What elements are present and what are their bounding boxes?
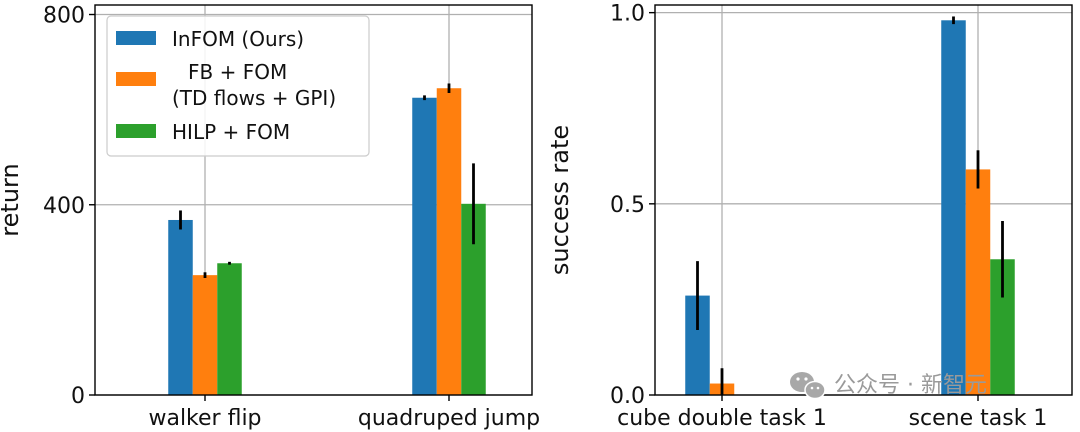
bar-1-0-1	[941, 20, 966, 395]
axes-frame	[654, 4, 1073, 396]
legend-swatch	[116, 31, 156, 45]
legend-label: HILP + FOM	[172, 120, 290, 144]
y-tick-label: 0.0	[610, 384, 645, 409]
legend-label: InFOM (Ours)	[172, 27, 304, 51]
watermark-text: 公众号 · 新智元	[834, 373, 987, 398]
bar-1-1-1	[965, 169, 991, 395]
axes-frame	[94, 4, 533, 396]
watermark: 公众号 · 新智元	[790, 372, 987, 400]
bar-0-0-0	[168, 219, 193, 395]
legend-label: (TD flows + GPI)	[172, 86, 336, 110]
right-chart-panel: 0.0 0.5 1.0 cube double task 1 scene task 1 s…	[546, 2, 1073, 431]
y-tick-label: 1.0	[610, 2, 645, 27]
legend-box	[106, 15, 370, 157]
bar-0-1-0	[192, 275, 218, 395]
x-tick-label: cube double task 1	[617, 406, 827, 431]
legend: InFOM (Ours) FB + FOM(TD flows + GPI) HILP…	[106, 15, 370, 157]
y-tick-label: 0	[71, 384, 85, 409]
y-axis-label: success rate	[546, 125, 574, 275]
x-tick-label: scene task 1	[909, 406, 1048, 431]
legend-label: FB + FOM	[188, 60, 287, 84]
bar-0-2-0	[217, 263, 242, 395]
wechat-icon	[790, 372, 826, 400]
bar-0-0-1	[412, 97, 437, 396]
legend-swatch	[116, 72, 156, 86]
x-tick-label: quadruped jump	[358, 406, 540, 431]
legend-swatch	[116, 124, 156, 138]
bar-0-1-1	[436, 88, 462, 396]
left-chart-panel: 0 400 800 walker flip quadruped jump return	[0, 4, 540, 431]
x-tick-label: walker flip	[148, 406, 261, 431]
y-tick-label: 0.5	[610, 193, 645, 218]
y-tick-label: 400	[43, 194, 85, 219]
y-axis-label: return	[0, 163, 24, 236]
y-tick-label: 800	[43, 4, 85, 29]
